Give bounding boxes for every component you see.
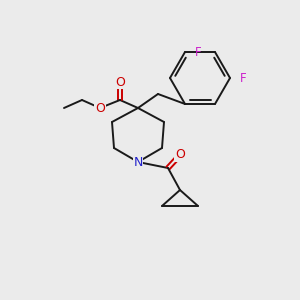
Text: F: F: [195, 46, 202, 59]
Text: N: N: [133, 155, 143, 169]
Text: F: F: [240, 71, 247, 85]
Text: O: O: [115, 76, 125, 88]
Text: O: O: [175, 148, 185, 161]
Text: O: O: [95, 101, 105, 115]
